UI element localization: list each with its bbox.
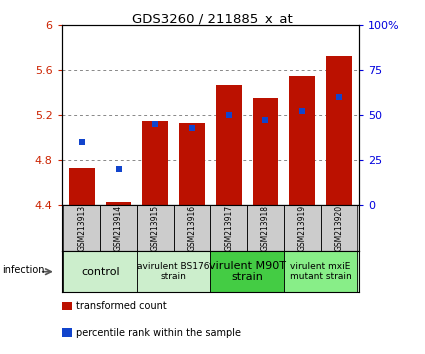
- Text: GSM213914: GSM213914: [114, 205, 123, 251]
- Bar: [210, 251, 284, 292]
- Bar: [210, 205, 247, 251]
- Text: infection: infection: [2, 265, 45, 275]
- Point: [335, 94, 342, 100]
- Bar: [284, 251, 357, 292]
- Bar: [137, 251, 210, 292]
- Text: transformed count: transformed count: [76, 301, 167, 311]
- Bar: [137, 205, 174, 251]
- Bar: [106, 202, 131, 205]
- Text: GSM213913: GSM213913: [77, 205, 86, 251]
- Text: virulent M90T
strain: virulent M90T strain: [209, 261, 286, 282]
- Text: GSM213918: GSM213918: [261, 205, 270, 251]
- Point: [299, 109, 306, 114]
- Bar: [247, 205, 284, 251]
- Bar: [216, 85, 241, 205]
- Text: GSM213916: GSM213916: [187, 205, 196, 251]
- Text: GSM213920: GSM213920: [334, 205, 343, 251]
- Text: GSM213919: GSM213919: [298, 205, 307, 251]
- Bar: [174, 205, 210, 251]
- Bar: [63, 251, 137, 292]
- Bar: [63, 205, 100, 251]
- Bar: [100, 205, 137, 251]
- Text: control: control: [81, 267, 119, 277]
- Bar: [252, 98, 278, 205]
- Bar: [326, 56, 352, 205]
- Point: [79, 139, 85, 145]
- Bar: [320, 205, 357, 251]
- Bar: [289, 75, 315, 205]
- Bar: [179, 123, 205, 205]
- Point: [225, 112, 232, 118]
- Bar: [142, 121, 168, 205]
- Text: percentile rank within the sample: percentile rank within the sample: [76, 328, 241, 338]
- Text: GDS3260 / 211885_x_at: GDS3260 / 211885_x_at: [132, 12, 293, 25]
- Point: [262, 118, 269, 123]
- Point: [152, 121, 159, 127]
- Bar: [69, 168, 95, 205]
- Point: [189, 125, 196, 131]
- Text: avirulent BS176
strain: avirulent BS176 strain: [137, 262, 210, 281]
- Bar: [284, 205, 320, 251]
- Text: GSM213915: GSM213915: [151, 205, 160, 251]
- Point: [115, 166, 122, 172]
- Text: virulent mxiE
mutant strain: virulent mxiE mutant strain: [290, 262, 351, 281]
- Text: GSM213917: GSM213917: [224, 205, 233, 251]
